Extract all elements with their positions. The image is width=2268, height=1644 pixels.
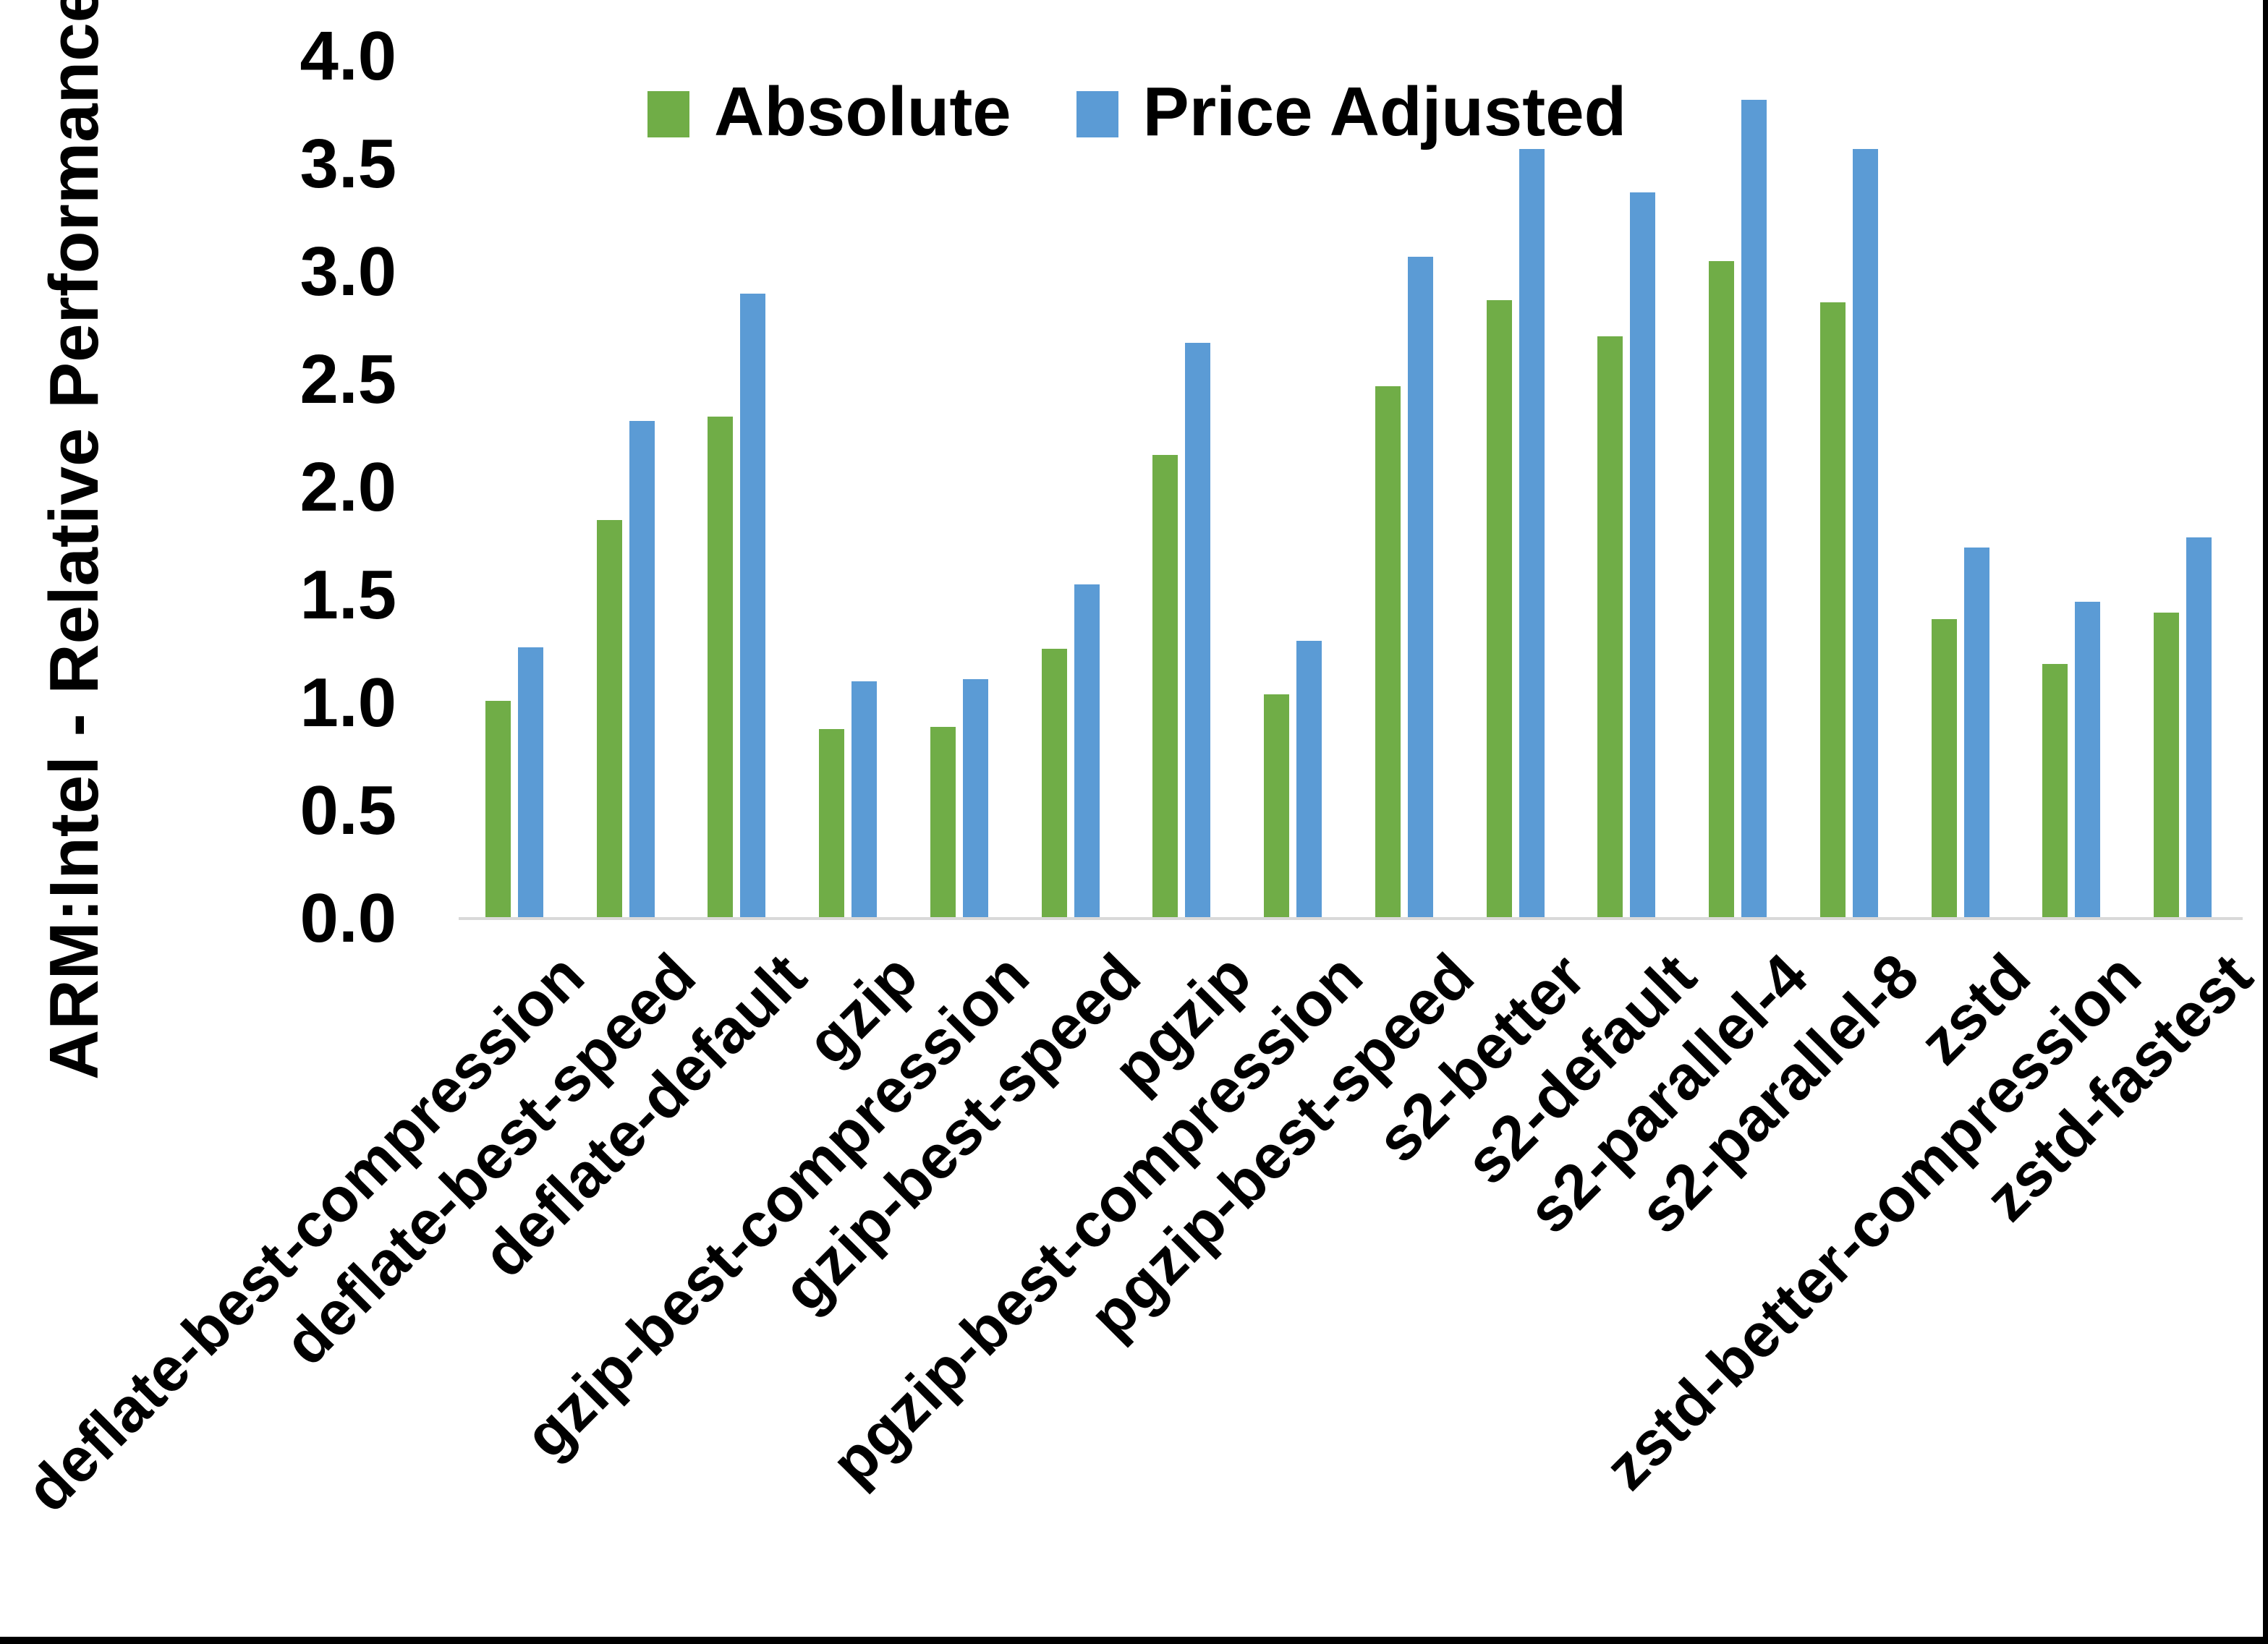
bar-absolute-deflate-default bbox=[708, 417, 733, 919]
legend-item-price-adjusted: Price Adjusted bbox=[1076, 72, 1627, 152]
bar-absolute-deflate-best-compression bbox=[485, 701, 511, 919]
bar-price-adjusted-zstd bbox=[1964, 548, 1989, 919]
legend-swatch-price-adjusted bbox=[1076, 91, 1118, 137]
bar-price-adjusted-s2-parallel-4 bbox=[1741, 100, 1767, 919]
screenshot-bottom-border bbox=[0, 1637, 2268, 1644]
bar-absolute-gzip-best-compression bbox=[930, 727, 956, 919]
bar-price-adjusted-gzip-best-speed bbox=[1074, 584, 1100, 919]
bar-price-adjusted-pgzip-best-compression bbox=[1296, 641, 1322, 919]
bar-price-adjusted-pgzip bbox=[1185, 343, 1210, 919]
bar-absolute-pgzip bbox=[1152, 455, 1178, 919]
y-tick-label-0.5: 0.5 bbox=[300, 772, 396, 849]
bar-absolute-s2-better bbox=[1487, 300, 1512, 919]
y-tick-label-0.0: 0.0 bbox=[300, 880, 396, 957]
bar-absolute-zstd-better-compression bbox=[2042, 664, 2068, 919]
bar-absolute-s2-default bbox=[1597, 336, 1623, 919]
bar-absolute-zstd bbox=[1932, 619, 1957, 919]
bar-price-adjusted-gzip-best-compression bbox=[963, 679, 988, 919]
legend-label-absolute: Absolute bbox=[714, 73, 1011, 150]
bar-price-adjusted-gzip bbox=[851, 681, 877, 919]
bar-price-adjusted-pgzip-best-speed bbox=[1408, 257, 1433, 919]
bar-absolute-s2-parallel-4 bbox=[1709, 261, 1734, 919]
legend: Absolute Price Adjusted bbox=[647, 72, 1626, 152]
legend-swatch-absolute bbox=[647, 91, 689, 137]
y-tick-label-1.0: 1.0 bbox=[300, 664, 396, 741]
bar-absolute-pgzip-best-speed bbox=[1375, 386, 1401, 919]
bar-absolute-s2-parallel-8 bbox=[1820, 302, 1846, 919]
bar-absolute-gzip bbox=[819, 729, 844, 919]
bar-price-adjusted-s2-better bbox=[1519, 149, 1545, 919]
y-tick-label-1.5: 1.5 bbox=[300, 556, 396, 634]
y-tick-label-2.5: 2.5 bbox=[300, 341, 396, 418]
legend-item-absolute: Absolute bbox=[647, 72, 1011, 152]
bar-price-adjusted-zstd-better-compression bbox=[2075, 602, 2100, 919]
bar-price-adjusted-deflate-best-compression bbox=[518, 647, 543, 919]
bar-absolute-deflate-best-speed bbox=[597, 520, 622, 919]
bar-absolute-pgzip-best-compression bbox=[1264, 694, 1289, 919]
y-tick-label-3.0: 3.0 bbox=[300, 233, 396, 310]
bar-price-adjusted-zstd-fastest bbox=[2186, 537, 2212, 919]
bar-price-adjusted-deflate-default bbox=[740, 294, 765, 919]
y-tick-label-4.0: 4.0 bbox=[300, 17, 396, 95]
x-axis-line bbox=[459, 917, 2243, 920]
bar-absolute-zstd-fastest bbox=[2154, 613, 2179, 919]
legend-label-price-adjusted: Price Adjusted bbox=[1142, 73, 1627, 150]
bar-price-adjusted-deflate-best-speed bbox=[629, 421, 655, 919]
y-tick-label-3.5: 3.5 bbox=[300, 125, 396, 203]
screenshot-right-border bbox=[2263, 0, 2268, 1644]
bar-price-adjusted-s2-parallel-8 bbox=[1853, 149, 1878, 919]
bar-price-adjusted-s2-default bbox=[1630, 192, 1655, 919]
y-tick-label-2.0: 2.0 bbox=[300, 448, 396, 526]
bar-absolute-gzip-best-speed bbox=[1042, 649, 1067, 919]
y-axis-title: ARM:Intel - Relative Performance bbox=[35, 0, 113, 1080]
